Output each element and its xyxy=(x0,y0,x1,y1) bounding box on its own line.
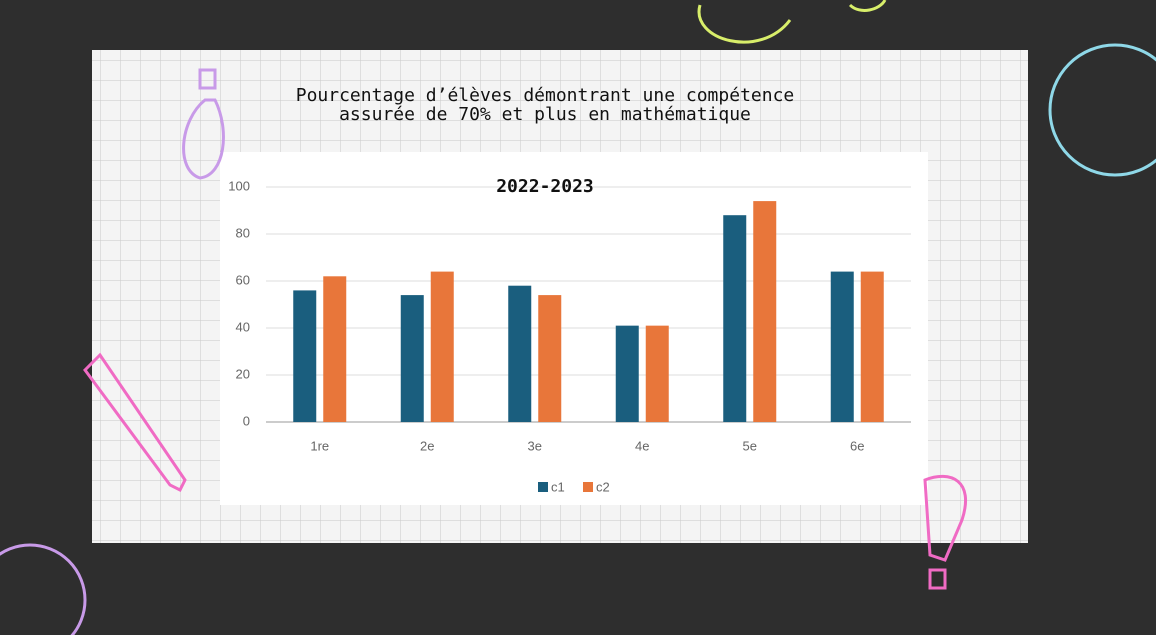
y-tick-label: 100 xyxy=(228,178,250,193)
x-tick-label: 2e xyxy=(420,438,434,453)
doodle xyxy=(697,0,887,44)
chart-subtitle: 2022-2023 xyxy=(496,176,594,197)
x-tick-label: 1re xyxy=(310,438,329,453)
legend-label: c1 xyxy=(551,479,565,494)
y-tick-label: 0 xyxy=(243,413,250,428)
legend-swatch xyxy=(583,482,593,492)
bar xyxy=(430,271,454,422)
bar xyxy=(830,271,854,422)
y-tick-label: 20 xyxy=(236,366,250,381)
doodle xyxy=(923,474,968,590)
y-tick-label: 60 xyxy=(236,272,250,287)
x-tick-label: 3e xyxy=(528,438,542,453)
x-tick-label: 4e xyxy=(635,438,649,453)
chart-title: Pourcentage d’élèves démontrant une comp… xyxy=(295,85,795,125)
x-tick-label: 5e xyxy=(743,438,757,453)
doodle xyxy=(0,543,87,640)
y-tick-label: 40 xyxy=(236,319,250,334)
bar xyxy=(860,271,884,422)
bar xyxy=(293,290,317,422)
bar xyxy=(753,201,777,422)
bar xyxy=(723,215,747,422)
globe-doodle xyxy=(1048,43,1156,177)
bar xyxy=(538,295,562,422)
doodle xyxy=(182,68,225,180)
bar xyxy=(615,325,639,422)
legend-swatch xyxy=(538,482,548,492)
bar xyxy=(508,285,532,422)
bar xyxy=(400,295,424,422)
pencil-doodle xyxy=(83,352,187,493)
bar xyxy=(645,325,669,422)
x-tick-label: 6e xyxy=(850,438,864,453)
y-tick-label: 80 xyxy=(236,225,250,240)
legend-label: c2 xyxy=(596,479,610,494)
bar xyxy=(323,276,347,422)
